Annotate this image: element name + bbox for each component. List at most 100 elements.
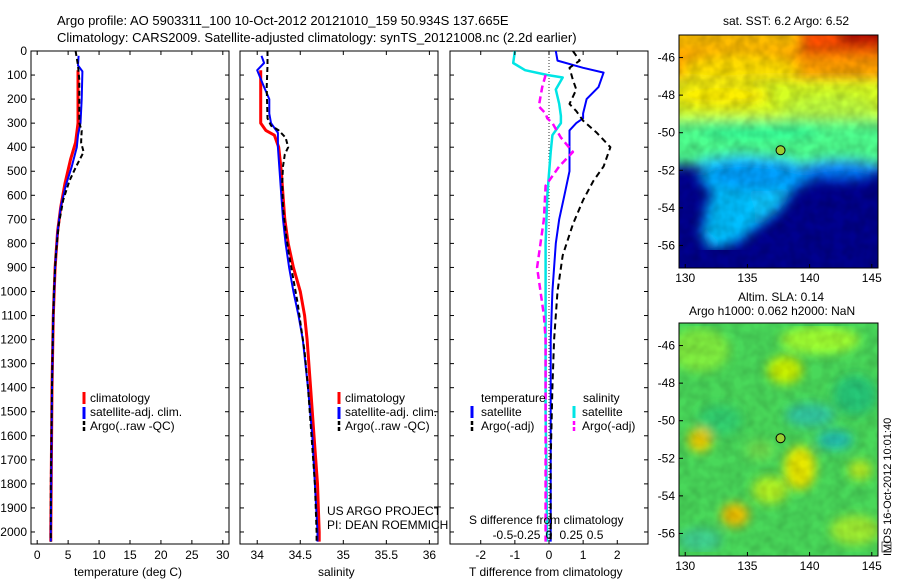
map-lat-label: -54 [658, 489, 676, 503]
depth-tick-label: 500 [7, 164, 27, 178]
difference-legend: temperature salinity satellite satellite… [470, 391, 635, 433]
sst-map-frame [678, 34, 879, 269]
series-line-climatology [259, 70, 321, 542]
t-difference-axis-label: T difference from climatology [469, 565, 623, 579]
series-line-argo [49, 51, 85, 542]
map-lat-label: -46 [658, 51, 676, 65]
depth-tick-label: 2000 [0, 525, 27, 539]
sla-map-frame [678, 322, 879, 557]
sla-float-marker [775, 433, 786, 444]
temperature-panel-frame [30, 50, 230, 545]
credit-line-2: PI: DEAN ROEMMICH [327, 518, 448, 532]
legend-argo-label: Argo(..raw -QC) [90, 419, 175, 433]
imos-logo-box [881, 541, 892, 553]
legend-climatology-label: climatology [90, 391, 150, 405]
x-tick-label: 36 [423, 548, 437, 562]
depth-tick-label: 1300 [0, 357, 27, 371]
sla-map-title: Altim. SLA: 0.14 [738, 290, 824, 304]
map-lat-label: -46 [658, 339, 676, 353]
x-tick-label: 1 [580, 548, 587, 562]
sst-float-marker [775, 145, 786, 156]
depth-tick-label: 300 [7, 116, 27, 130]
x-tick-label: 0 [546, 548, 553, 562]
depth-tick-label: 1700 [0, 453, 27, 467]
x-tick-label: 34.5 [289, 548, 313, 562]
depth-tick-label: 1900 [0, 501, 27, 515]
temperature-ticks: 0 5 10 15 20 25 30 [31, 50, 230, 562]
x-tick-label: 0 [34, 548, 41, 562]
sla-map [679, 323, 878, 556]
title-line-1: Argo profile: AO 5903311_100 10-Oct-2012… [57, 13, 509, 28]
sst-map [679, 35, 878, 268]
legend-temperature-heading: temperature [481, 391, 546, 405]
depth-tick-label: 700 [7, 212, 27, 226]
difference-ticks: -2 -1 0 1 2 -0.5 -0.25 0 0.25 0.5 [450, 50, 648, 562]
map-lat-label: -50 [658, 126, 676, 140]
salinity-plot [256, 51, 321, 542]
series-line-s_satellite [511, 51, 564, 542]
map-lon-label: 145 [862, 271, 882, 285]
s-diff-tick-label: -0.5 [493, 528, 514, 542]
sla-map-subtitle: Argo h1000: 0.062 h2000: NaN [689, 304, 855, 318]
x-tick-label: 15 [123, 548, 137, 562]
legend-argo-label: Argo(..raw -QC) [345, 419, 430, 433]
depth-tick-label: 0 [20, 44, 27, 58]
series-line-satellite [49, 55, 84, 542]
s-diff-tick-label: 0.5 [587, 528, 604, 542]
map-lon-label: 145 [862, 559, 882, 573]
depth-tick-label: 600 [7, 188, 27, 202]
depth-tick-label: 800 [7, 236, 27, 250]
depth-tick-label: 1100 [1, 309, 27, 323]
sla-map-ticks: 130 135 140 145 -46 -48 -50 -52 -54 -56 [658, 339, 882, 573]
series-line-s_argo [535, 74, 575, 542]
map-lon-label: 135 [737, 271, 757, 285]
depth-tick-label: 200 [7, 92, 27, 106]
sst-map-title: sat. SST: 6.2 Argo: 6.52 [723, 14, 849, 28]
depth-tick-label: 1800 [0, 477, 27, 491]
legend-climatology-label: climatology [345, 391, 405, 405]
salinity-ticks: 34 34.5 35 35.5 36 [240, 50, 438, 562]
map-lon-label: 135 [737, 559, 757, 573]
title-line-2: Climatology: CARS2009. Satellite-adjuste… [57, 30, 577, 45]
salinity-panel-frame [239, 50, 439, 545]
legend-satellite-label: satellite-adj. clim. [90, 405, 182, 419]
x-tick-label: -1 [510, 548, 521, 562]
imos-stamp: IMOS 16-Oct-2012 10:01:40 [882, 418, 894, 556]
temperature-plot [49, 51, 85, 542]
map-lat-label: -48 [658, 376, 676, 390]
x-tick-label: 20 [154, 548, 168, 562]
legend-s-satellite-label: satellite [582, 405, 623, 419]
legend-t-satellite-label: satellite [481, 405, 522, 419]
series-line-t_satellite [549, 51, 605, 542]
credit-line-1: US ARGO PROJECT [327, 504, 442, 518]
s-diff-tick-label: -0.25 [513, 528, 541, 542]
difference-plot [511, 51, 612, 544]
temperature-axis-label: temperature (deg C) [74, 565, 182, 579]
depth-tick-label: 1200 [0, 333, 27, 347]
legend-salinity-heading: salinity [583, 391, 620, 405]
legend-s-argo-label: Argo(-adj) [582, 419, 635, 433]
salinity-axis-label: salinity [318, 565, 355, 579]
x-tick-label: 2 [614, 548, 621, 562]
x-tick-label: 10 [92, 548, 106, 562]
depth-tick-label: 100 [7, 68, 27, 82]
map-lat-label: -52 [658, 451, 676, 465]
depth-tick-labels: 0 100 200 300 400 500 600 700 800 900 1000 1100 1200… [0, 44, 27, 539]
sst-map-ticks: 130 135 140 145 -46 -48 -50 -52 -54 -56 [658, 51, 882, 285]
x-tick-label: 35 [337, 548, 351, 562]
map-lon-label: 130 [675, 271, 695, 285]
depth-tick-label: 900 [7, 260, 27, 274]
depth-tick-label: 400 [7, 140, 27, 154]
x-tick-label: 5 [65, 548, 72, 562]
legend-satellite-label: satellite-adj. clim. [345, 405, 437, 419]
map-lat-label: -52 [658, 163, 676, 177]
map-lon-label: 140 [800, 271, 820, 285]
s-diff-tick-label: 0.25 [560, 528, 584, 542]
s-difference-axis-label: S difference from climatology [469, 513, 624, 527]
x-tick-label: -2 [475, 548, 486, 562]
depth-tick-label: 1600 [0, 429, 27, 443]
map-lat-label: -48 [658, 88, 676, 102]
temperature-legend: climatology satellite-adj. clim. Argo(..… [82, 391, 182, 433]
map-lat-label: -56 [658, 526, 676, 540]
map-lat-label: -54 [658, 201, 676, 215]
